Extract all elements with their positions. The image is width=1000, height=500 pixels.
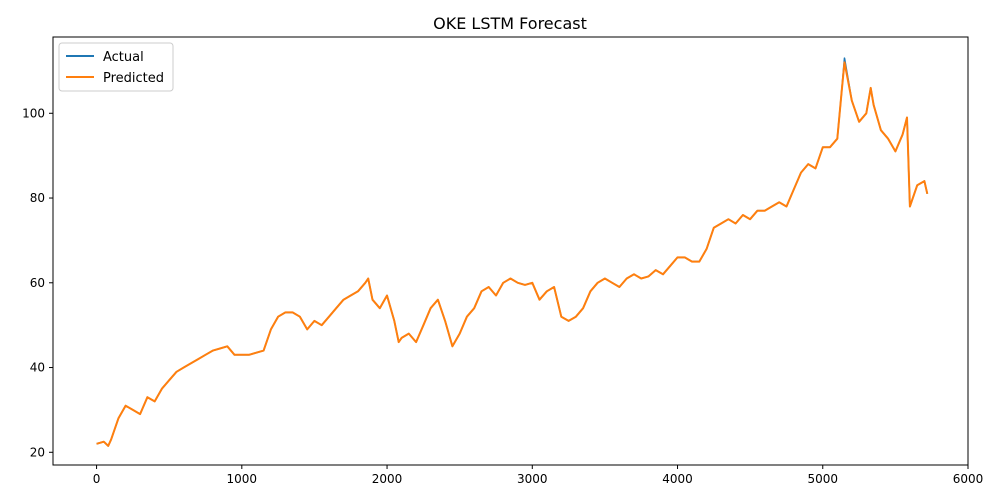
y-tick-label: 60 bbox=[30, 276, 45, 290]
chart-title: OKE LSTM Forecast bbox=[433, 14, 587, 33]
x-tick-label: 1000 bbox=[227, 472, 258, 486]
x-tick-label: 5000 bbox=[807, 472, 838, 486]
x-tick-label: 0 bbox=[93, 472, 101, 486]
legend-label-actual: Actual bbox=[103, 50, 144, 65]
x-tick-label: 2000 bbox=[372, 472, 403, 486]
axis-ticks: 0 1000 2000 3000 4000 5000 6000 20 40 60 80 100 bbox=[22, 106, 983, 486]
x-tick-label: 3000 bbox=[517, 472, 548, 486]
x-tick-label: 6000 bbox=[953, 472, 984, 486]
plot-frame bbox=[52, 36, 969, 466]
y-tick-label: 80 bbox=[30, 191, 45, 205]
legend: Actual Predicted bbox=[58, 42, 174, 92]
series-line-actual bbox=[96, 57, 929, 447]
y-tick-label: 20 bbox=[30, 445, 45, 459]
series-line-predicted bbox=[96, 61, 929, 447]
x-tick-label: 4000 bbox=[662, 472, 693, 486]
y-tick-label: 100 bbox=[22, 106, 45, 120]
series-lines bbox=[96, 57, 929, 447]
legend-label-predicted: Predicted bbox=[103, 71, 164, 86]
y-tick-label: 40 bbox=[30, 361, 45, 375]
